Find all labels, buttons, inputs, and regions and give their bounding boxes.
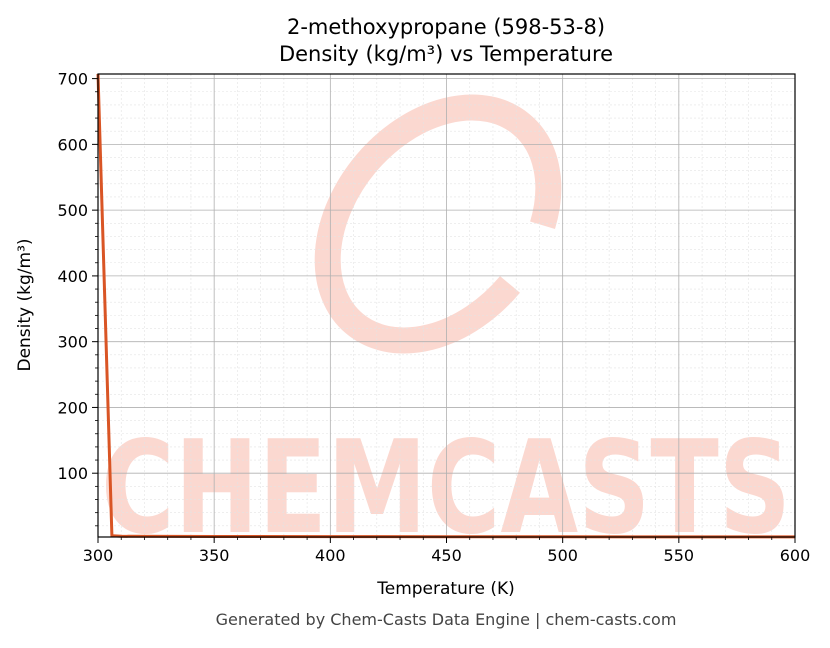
chemcasts-watermark: CHEMCASTS	[101, 94, 791, 563]
y-tick-label: 100	[57, 464, 88, 483]
y-axis-label: Density (kg/m³)	[15, 238, 35, 371]
y-tick-label: 300	[57, 333, 88, 352]
x-tick-label: 350	[199, 546, 230, 565]
x-tick-label: 400	[315, 546, 346, 565]
x-tick-label: 300	[83, 546, 114, 565]
chart-subtitle: Density (kg/m³) vs Temperature	[279, 42, 613, 66]
y-tick-label: 700	[57, 70, 88, 89]
chart-title: 2-methoxypropane (598-53-8)	[287, 15, 605, 39]
grid	[97, 74, 796, 537]
y-tick-label: 400	[57, 267, 88, 286]
x-tick-label: 550	[664, 546, 695, 565]
y-tick-label: 600	[57, 135, 88, 154]
x-tick-label: 600	[780, 546, 811, 565]
x-axis-label: Temperature (K)	[376, 579, 515, 599]
x-tick-label: 450	[431, 546, 462, 565]
watermark-swirl	[314, 94, 562, 354]
axes: 300 350 400 450 500 550 600 100 200 300 400 500 600 7…	[57, 70, 810, 565]
y-tick-label: 200	[57, 398, 88, 417]
y-tick-label: 500	[57, 201, 88, 220]
footer-credit: Generated by Chem-Casts Data Engine | ch…	[216, 610, 677, 629]
x-tick-label: 500	[547, 546, 578, 565]
